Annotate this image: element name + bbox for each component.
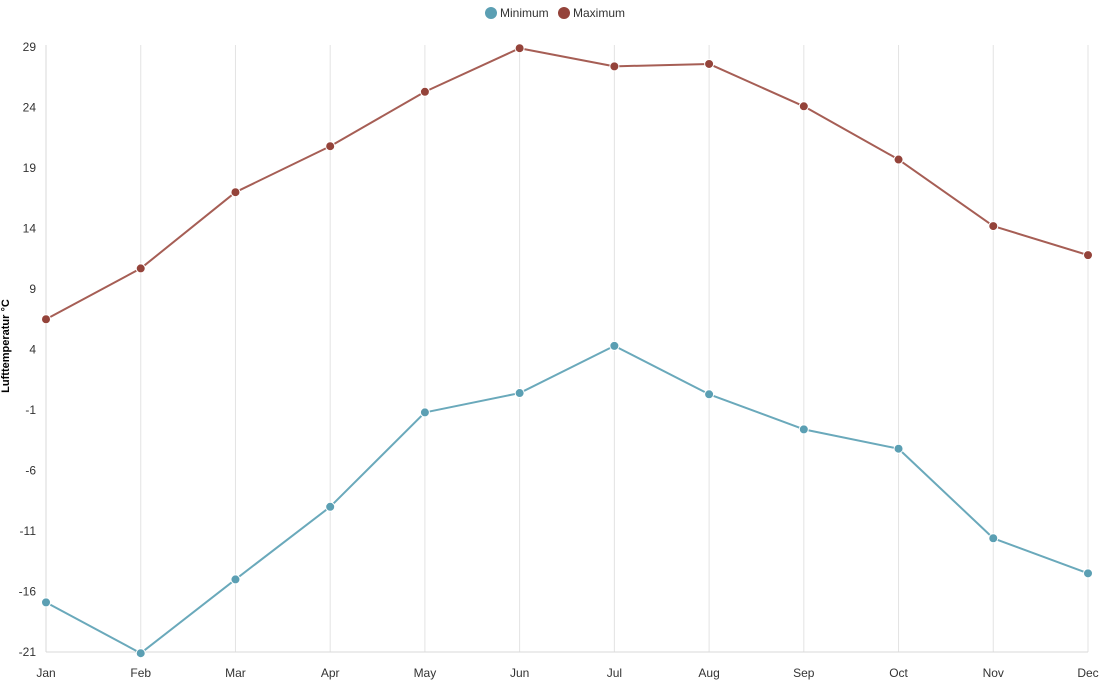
- y-tick-label: 19: [23, 161, 37, 175]
- point-maximum-jun[interactable]: [514, 43, 525, 54]
- point-maximum-may[interactable]: [419, 86, 430, 97]
- legend-marker-maximum: [558, 7, 570, 19]
- x-tick-label-jan: Jan: [36, 666, 55, 680]
- x-tick-label-dec: Dec: [1077, 666, 1098, 680]
- y-tick-label: 4: [29, 343, 36, 357]
- axis-titles: Lufttemperatur °C: [0, 299, 12, 393]
- x-tick-label-mar: Mar: [225, 666, 246, 680]
- legend-marker-minimum: [485, 7, 497, 19]
- series-maximum: [41, 43, 1093, 325]
- y-tick-label: -11: [20, 524, 37, 538]
- point-minimum-jan[interactable]: [41, 597, 51, 608]
- point-maximum-feb[interactable]: [135, 263, 146, 274]
- point-maximum-oct[interactable]: [893, 154, 904, 165]
- point-minimum-dec[interactable]: [1083, 568, 1093, 579]
- point-maximum-jan[interactable]: [41, 314, 51, 325]
- x-tick-label-apr: Apr: [321, 666, 340, 680]
- y-axis-title: Lufttemperatur °C: [0, 299, 12, 393]
- legend-label-minimum: Minimum: [500, 6, 549, 20]
- y-tick-label: 29: [23, 40, 37, 54]
- axes: 29 24 19 14 9 4 -1 -6 -11 -16 -21 Jan Feb Mar Apr May Ju…: [19, 40, 1099, 680]
- series-minimum: [41, 340, 1093, 659]
- legend-label-maximum: Maximum: [573, 6, 625, 20]
- series-line-maximum: [45, 47, 1089, 321]
- point-maximum-dec[interactable]: [1083, 250, 1093, 261]
- point-maximum-mar[interactable]: [230, 187, 241, 198]
- point-maximum-apr[interactable]: [325, 141, 336, 152]
- legend-item-maximum[interactable]: Maximum: [558, 6, 625, 20]
- point-minimum-sep[interactable]: [798, 424, 809, 435]
- y-tick-label: -16: [19, 585, 37, 599]
- series-line-minimum: [45, 344, 1089, 655]
- y-tick-label: -21: [19, 645, 37, 659]
- x-tick-label-aug: Aug: [698, 666, 719, 680]
- x-tick-label-may: May: [414, 666, 437, 680]
- x-tick-label-nov: Nov: [983, 666, 1004, 680]
- legend-item-minimum[interactable]: Minimum: [485, 6, 549, 20]
- y-tick-label: 24: [23, 101, 37, 115]
- point-minimum-may[interactable]: [419, 407, 430, 418]
- point-maximum-sep[interactable]: [798, 101, 809, 112]
- x-tick-label-jun: Jun: [510, 666, 529, 680]
- y-tick-label: 14: [23, 222, 37, 236]
- point-minimum-aug[interactable]: [704, 389, 715, 400]
- point-maximum-aug[interactable]: [704, 58, 715, 69]
- point-minimum-jul[interactable]: [609, 340, 620, 351]
- point-maximum-nov[interactable]: [988, 221, 999, 232]
- y-tick-label: 9: [29, 282, 36, 296]
- point-minimum-oct[interactable]: [893, 443, 904, 454]
- x-tick-label-jul: Jul: [607, 666, 622, 680]
- x-tick-label-feb: Feb: [130, 666, 151, 680]
- series: [41, 43, 1093, 659]
- x-tick-label-sep: Sep: [793, 666, 815, 680]
- legend: Minimum Maximum: [485, 6, 625, 20]
- point-minimum-apr[interactable]: [325, 501, 336, 512]
- point-minimum-mar[interactable]: [230, 574, 241, 585]
- y-tick-label: -6: [25, 464, 36, 478]
- point-maximum-jul[interactable]: [609, 61, 620, 72]
- point-minimum-jun[interactable]: [514, 388, 525, 399]
- x-tick-label-oct: Oct: [889, 666, 908, 680]
- point-minimum-nov[interactable]: [988, 533, 999, 544]
- y-tick-label: -1: [25, 403, 36, 417]
- point-minimum-feb[interactable]: [135, 648, 146, 659]
